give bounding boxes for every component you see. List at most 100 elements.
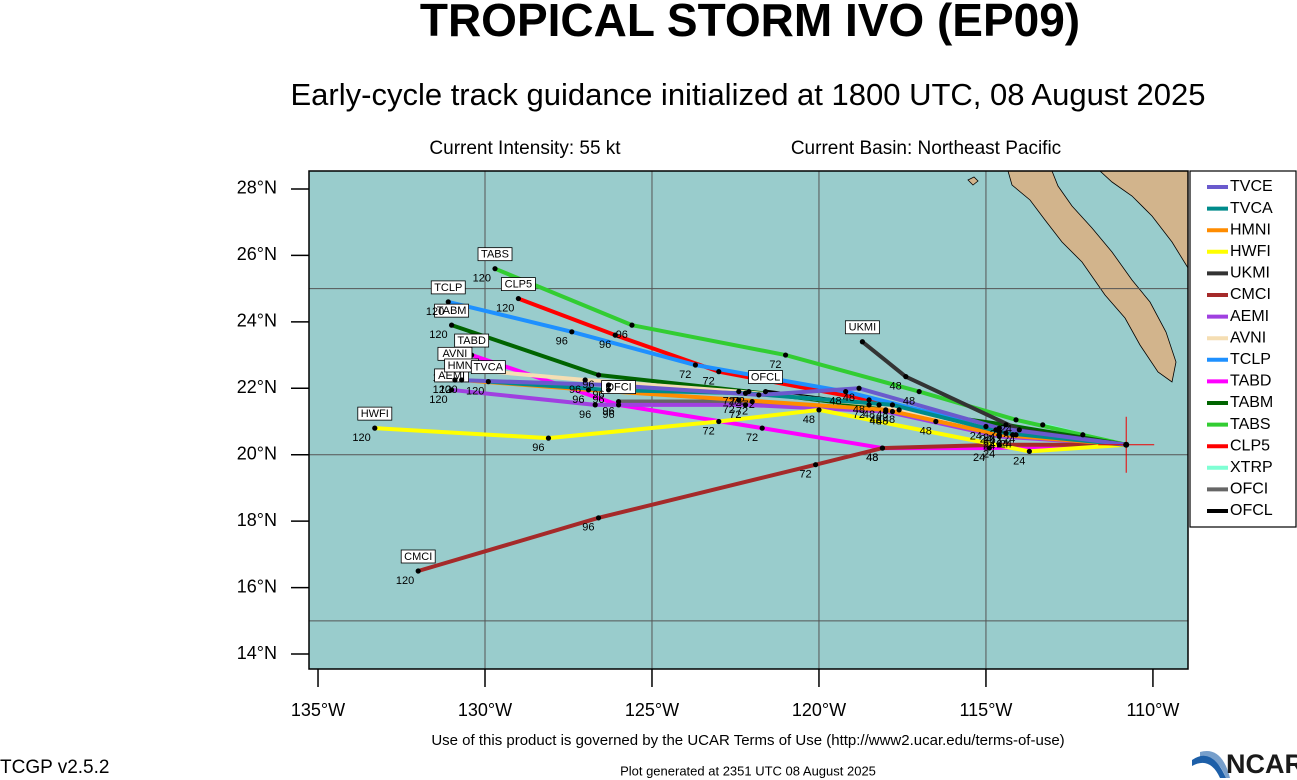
track-point	[492, 266, 498, 272]
y-tick-label: 26°N	[237, 244, 277, 264]
legend-label: TVCE	[1230, 178, 1273, 195]
track-point	[1016, 427, 1022, 433]
track-point	[736, 388, 742, 395]
track-point	[916, 388, 922, 395]
hour-label: 48	[876, 415, 888, 427]
version: TCGP v2.5.2	[0, 757, 109, 778]
hour-label: 96	[572, 394, 584, 406]
hour-label: 48	[890, 381, 902, 393]
hour-label: 48	[853, 404, 865, 416]
track-point	[585, 387, 592, 393]
y-tick-label: 16°N	[237, 576, 277, 596]
hour-label: 72	[746, 432, 758, 444]
track-point	[1013, 417, 1019, 423]
track-tag: CLP5	[505, 278, 533, 290]
hour-label: 72	[703, 376, 715, 388]
hour-label: 120	[433, 384, 451, 396]
track-tag: OFCI	[605, 381, 631, 393]
track-point	[716, 418, 722, 425]
hour-label: 72	[729, 409, 741, 421]
track-point	[692, 362, 698, 368]
hour-label: 24	[973, 452, 985, 464]
track-tag: UKMI	[849, 322, 877, 334]
track-point	[879, 445, 886, 451]
track-point	[415, 568, 421, 574]
hour-label: 96	[579, 409, 591, 421]
track-tag-box	[844, 320, 880, 335]
hour-label: 72	[736, 405, 748, 417]
hour-label: 48	[920, 425, 932, 437]
hour-label: 48	[843, 392, 855, 404]
y-tick-label: 18°N	[237, 510, 277, 530]
track-point	[569, 329, 575, 335]
chart-title: TROPICAL STORM IVO (EP09)	[420, 0, 1080, 46]
track-point	[996, 442, 1002, 448]
x-tick-label: 110°W	[1126, 700, 1179, 720]
hour-label: 120	[429, 329, 447, 341]
track-point	[736, 397, 742, 403]
tracks: 244872OFCL24487296OFCI24487296120CLP5244…	[352, 247, 1127, 587]
hour-label: 48	[803, 414, 815, 426]
track-point	[595, 372, 602, 378]
hour-label: 48	[866, 452, 878, 464]
track-point	[449, 322, 455, 328]
track-point	[742, 402, 749, 408]
track-point	[629, 322, 635, 328]
x-tick-label: 120°W	[792, 700, 846, 720]
track-point	[896, 407, 902, 413]
track-point	[615, 402, 622, 408]
legend-label: TABD	[1230, 373, 1271, 390]
track-point	[759, 425, 765, 431]
track-point	[876, 402, 882, 408]
track-line	[374, 407, 1127, 454]
intensity: Current Intensity: 55 kt	[429, 138, 621, 159]
plot-frame	[308, 170, 1189, 670]
track-tag-box	[357, 406, 393, 421]
hour-label: 72	[679, 369, 691, 381]
hour-label: 120	[496, 302, 514, 314]
y-tick-label: 28°N	[237, 178, 277, 198]
track-point	[866, 397, 872, 403]
track-point	[983, 423, 989, 430]
track-point	[1003, 430, 1009, 436]
x-tick-label: 125°W	[625, 700, 679, 720]
hour-label: 24	[983, 449, 995, 461]
track-point	[782, 352, 789, 358]
track-point	[843, 388, 849, 395]
track-tag-box	[430, 280, 466, 295]
track-tag-box	[434, 303, 470, 318]
hour-label: 24	[1003, 434, 1015, 446]
hour-label: 24	[996, 439, 1008, 451]
track-point	[1010, 432, 1016, 438]
track-point	[582, 377, 588, 383]
track-point	[762, 388, 769, 395]
track-point	[859, 339, 865, 345]
track-tag-box	[477, 247, 513, 262]
chart-subtitle: Early-cycle track guidance initialized a…	[291, 77, 1206, 112]
track-point	[816, 407, 822, 413]
hour-label: 24	[990, 437, 1002, 449]
track-point	[1040, 422, 1046, 428]
track-point	[595, 515, 602, 521]
hour-label: 48	[883, 414, 895, 426]
track-line	[494, 266, 1127, 447]
hour-label: 24	[983, 432, 995, 444]
legend-label: TABM	[1230, 394, 1273, 411]
track-point	[449, 387, 455, 393]
y-tick-label: 22°N	[237, 377, 277, 397]
track-point	[813, 462, 819, 468]
track-point	[1080, 432, 1086, 438]
hour-label: 96	[592, 394, 604, 406]
hour-label: 48	[866, 452, 878, 464]
legend-label: UKMI	[1230, 265, 1270, 282]
hour-label: 96	[602, 405, 614, 417]
legend-label: TCLP	[1230, 351, 1271, 368]
track-tag: AVNI	[443, 348, 468, 360]
hour-label: 120	[466, 386, 484, 398]
hour-label: 48	[903, 396, 915, 408]
generated: Plot generated at 2351 UTC 08 August 202…	[620, 763, 876, 778]
track-point	[1003, 422, 1009, 428]
y-tick-label: 24°N	[237, 311, 277, 331]
hour-label: 72	[743, 399, 755, 411]
